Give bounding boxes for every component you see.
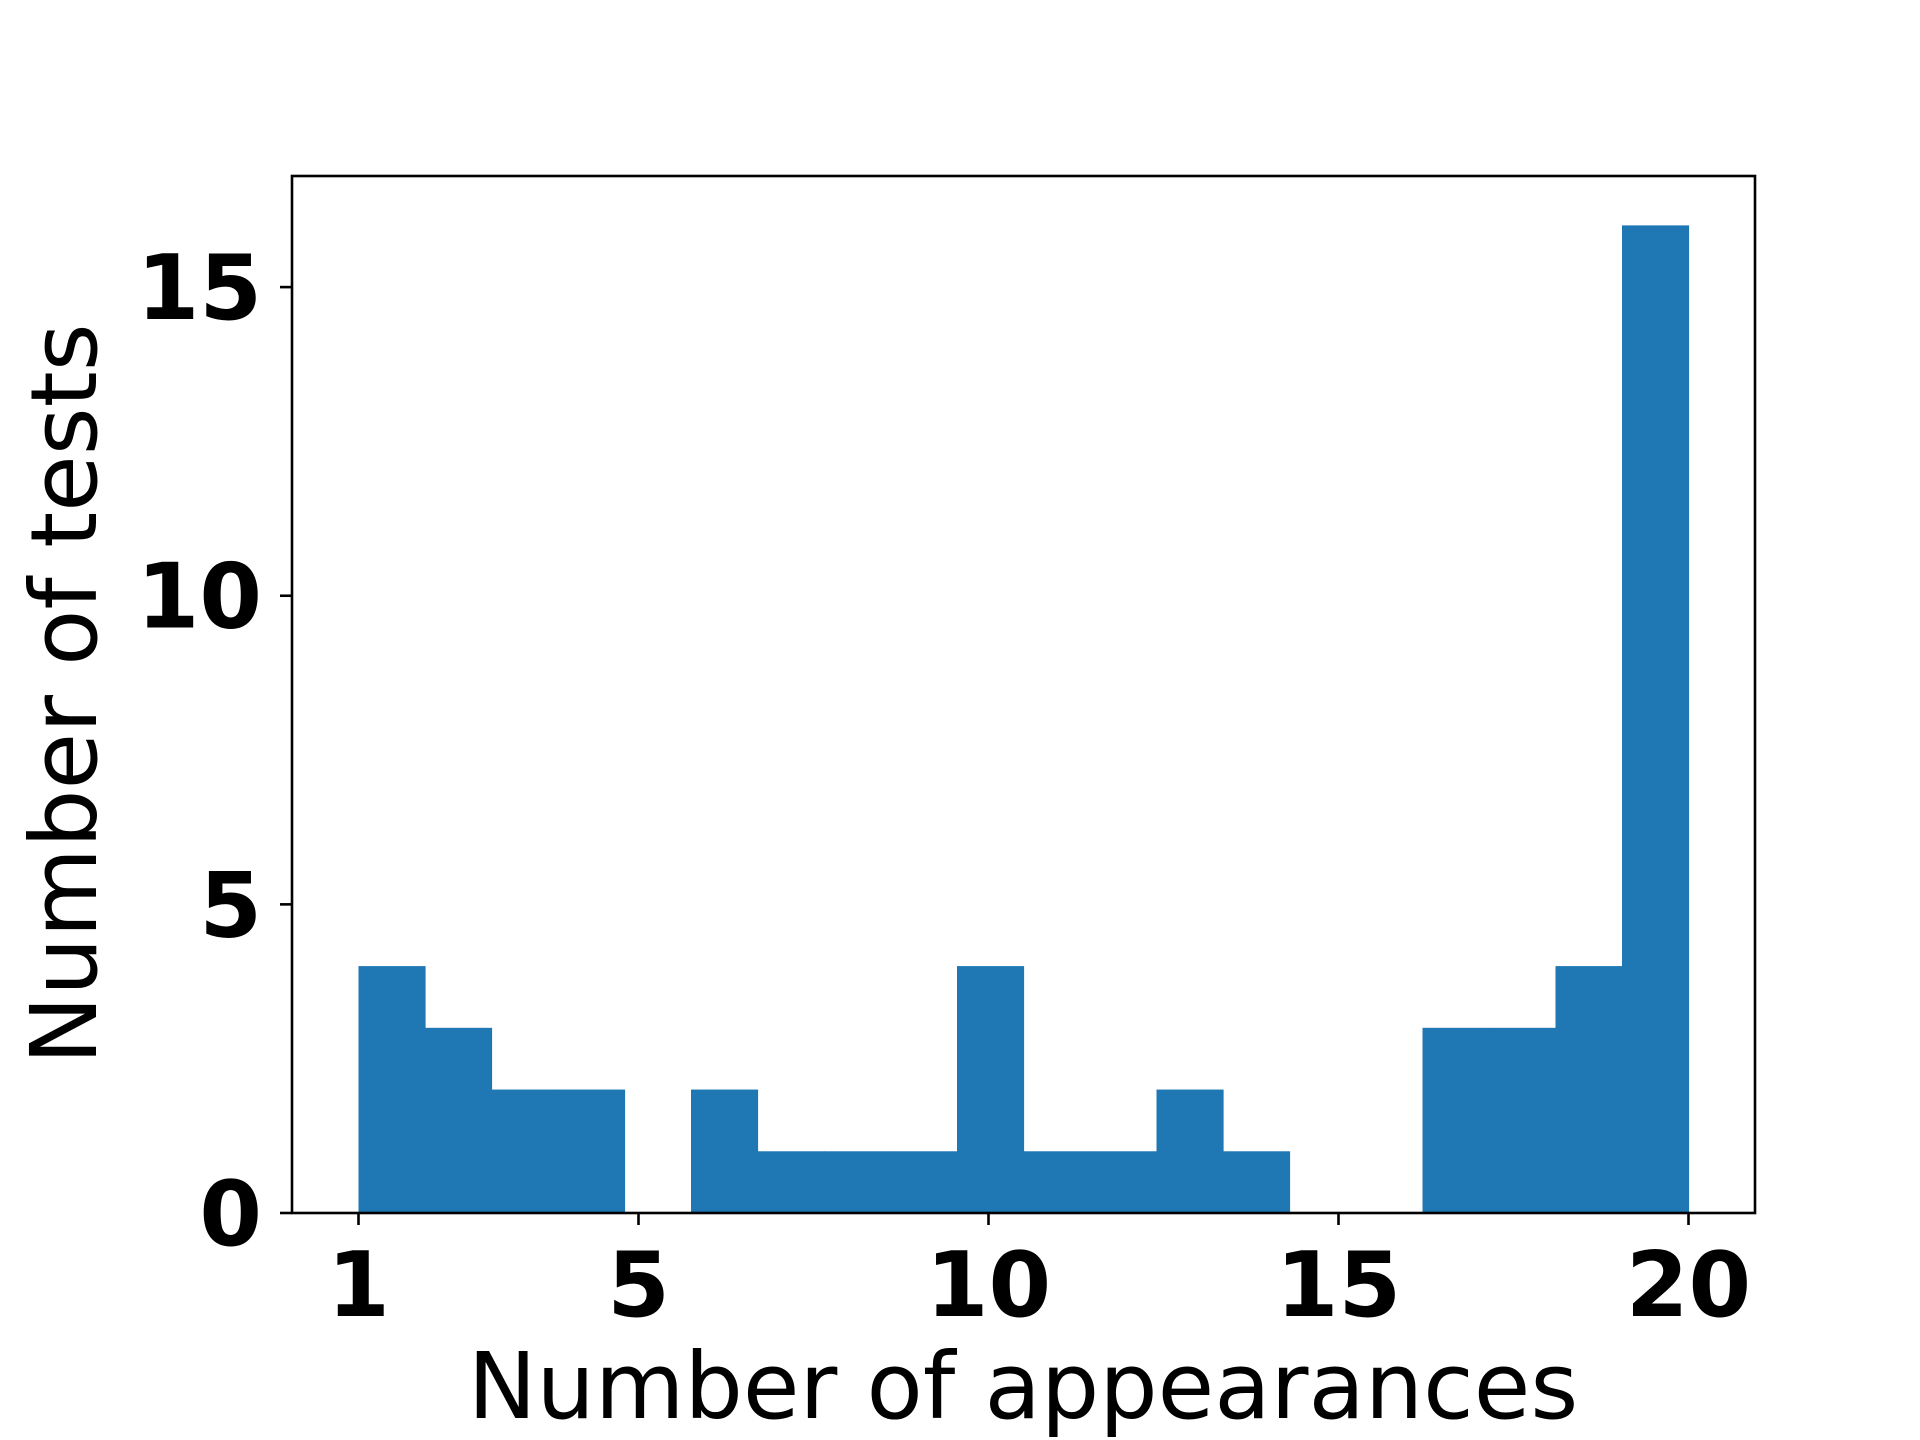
- histogram-bar-2: [491, 1089, 559, 1213]
- x-tick-label: 5: [607, 1233, 670, 1338]
- y-axis-label: Number of tests: [11, 323, 118, 1064]
- histogram-bar-19: [1622, 225, 1690, 1213]
- x-axis-label: Number of appearances: [468, 1333, 1579, 1440]
- histogram-bar-8: [890, 1151, 958, 1213]
- histogram-bar-16: [1422, 1027, 1490, 1213]
- histogram-bar-11: [1090, 1151, 1158, 1213]
- histogram-bar-3: [558, 1089, 626, 1213]
- histogram-bars: [358, 225, 1690, 1213]
- histogram-bar-17: [1489, 1027, 1557, 1213]
- y-tick-label: 15: [137, 236, 262, 341]
- histogram-bar-7: [824, 1151, 892, 1213]
- histogram-bar-9: [957, 966, 1025, 1213]
- histogram-bar-10: [1023, 1151, 1091, 1213]
- histogram-bar-18: [1555, 966, 1623, 1213]
- y-axis-ticks: 0 5 10 15: [137, 236, 292, 1267]
- y-tick-label: 5: [199, 853, 262, 958]
- histogram-bar-13: [1223, 1151, 1291, 1213]
- y-tick-label: 0: [199, 1162, 262, 1267]
- x-tick-label: 10: [926, 1233, 1051, 1338]
- histogram-bar-0: [358, 966, 426, 1213]
- histogram-bar-6: [757, 1151, 825, 1213]
- x-tick-label: 1: [327, 1233, 390, 1338]
- y-tick-label: 10: [137, 545, 262, 650]
- x-axis-ticks: 1 5 10 15 20: [327, 1213, 1751, 1338]
- plot-frame: [290, 174, 1757, 1215]
- x-tick-label: 20: [1626, 1233, 1751, 1338]
- histogram-bar-1: [425, 1027, 493, 1213]
- x-tick-label: 15: [1276, 1233, 1401, 1338]
- histogram-bar-5: [691, 1089, 759, 1213]
- histogram-bar-12: [1156, 1089, 1224, 1213]
